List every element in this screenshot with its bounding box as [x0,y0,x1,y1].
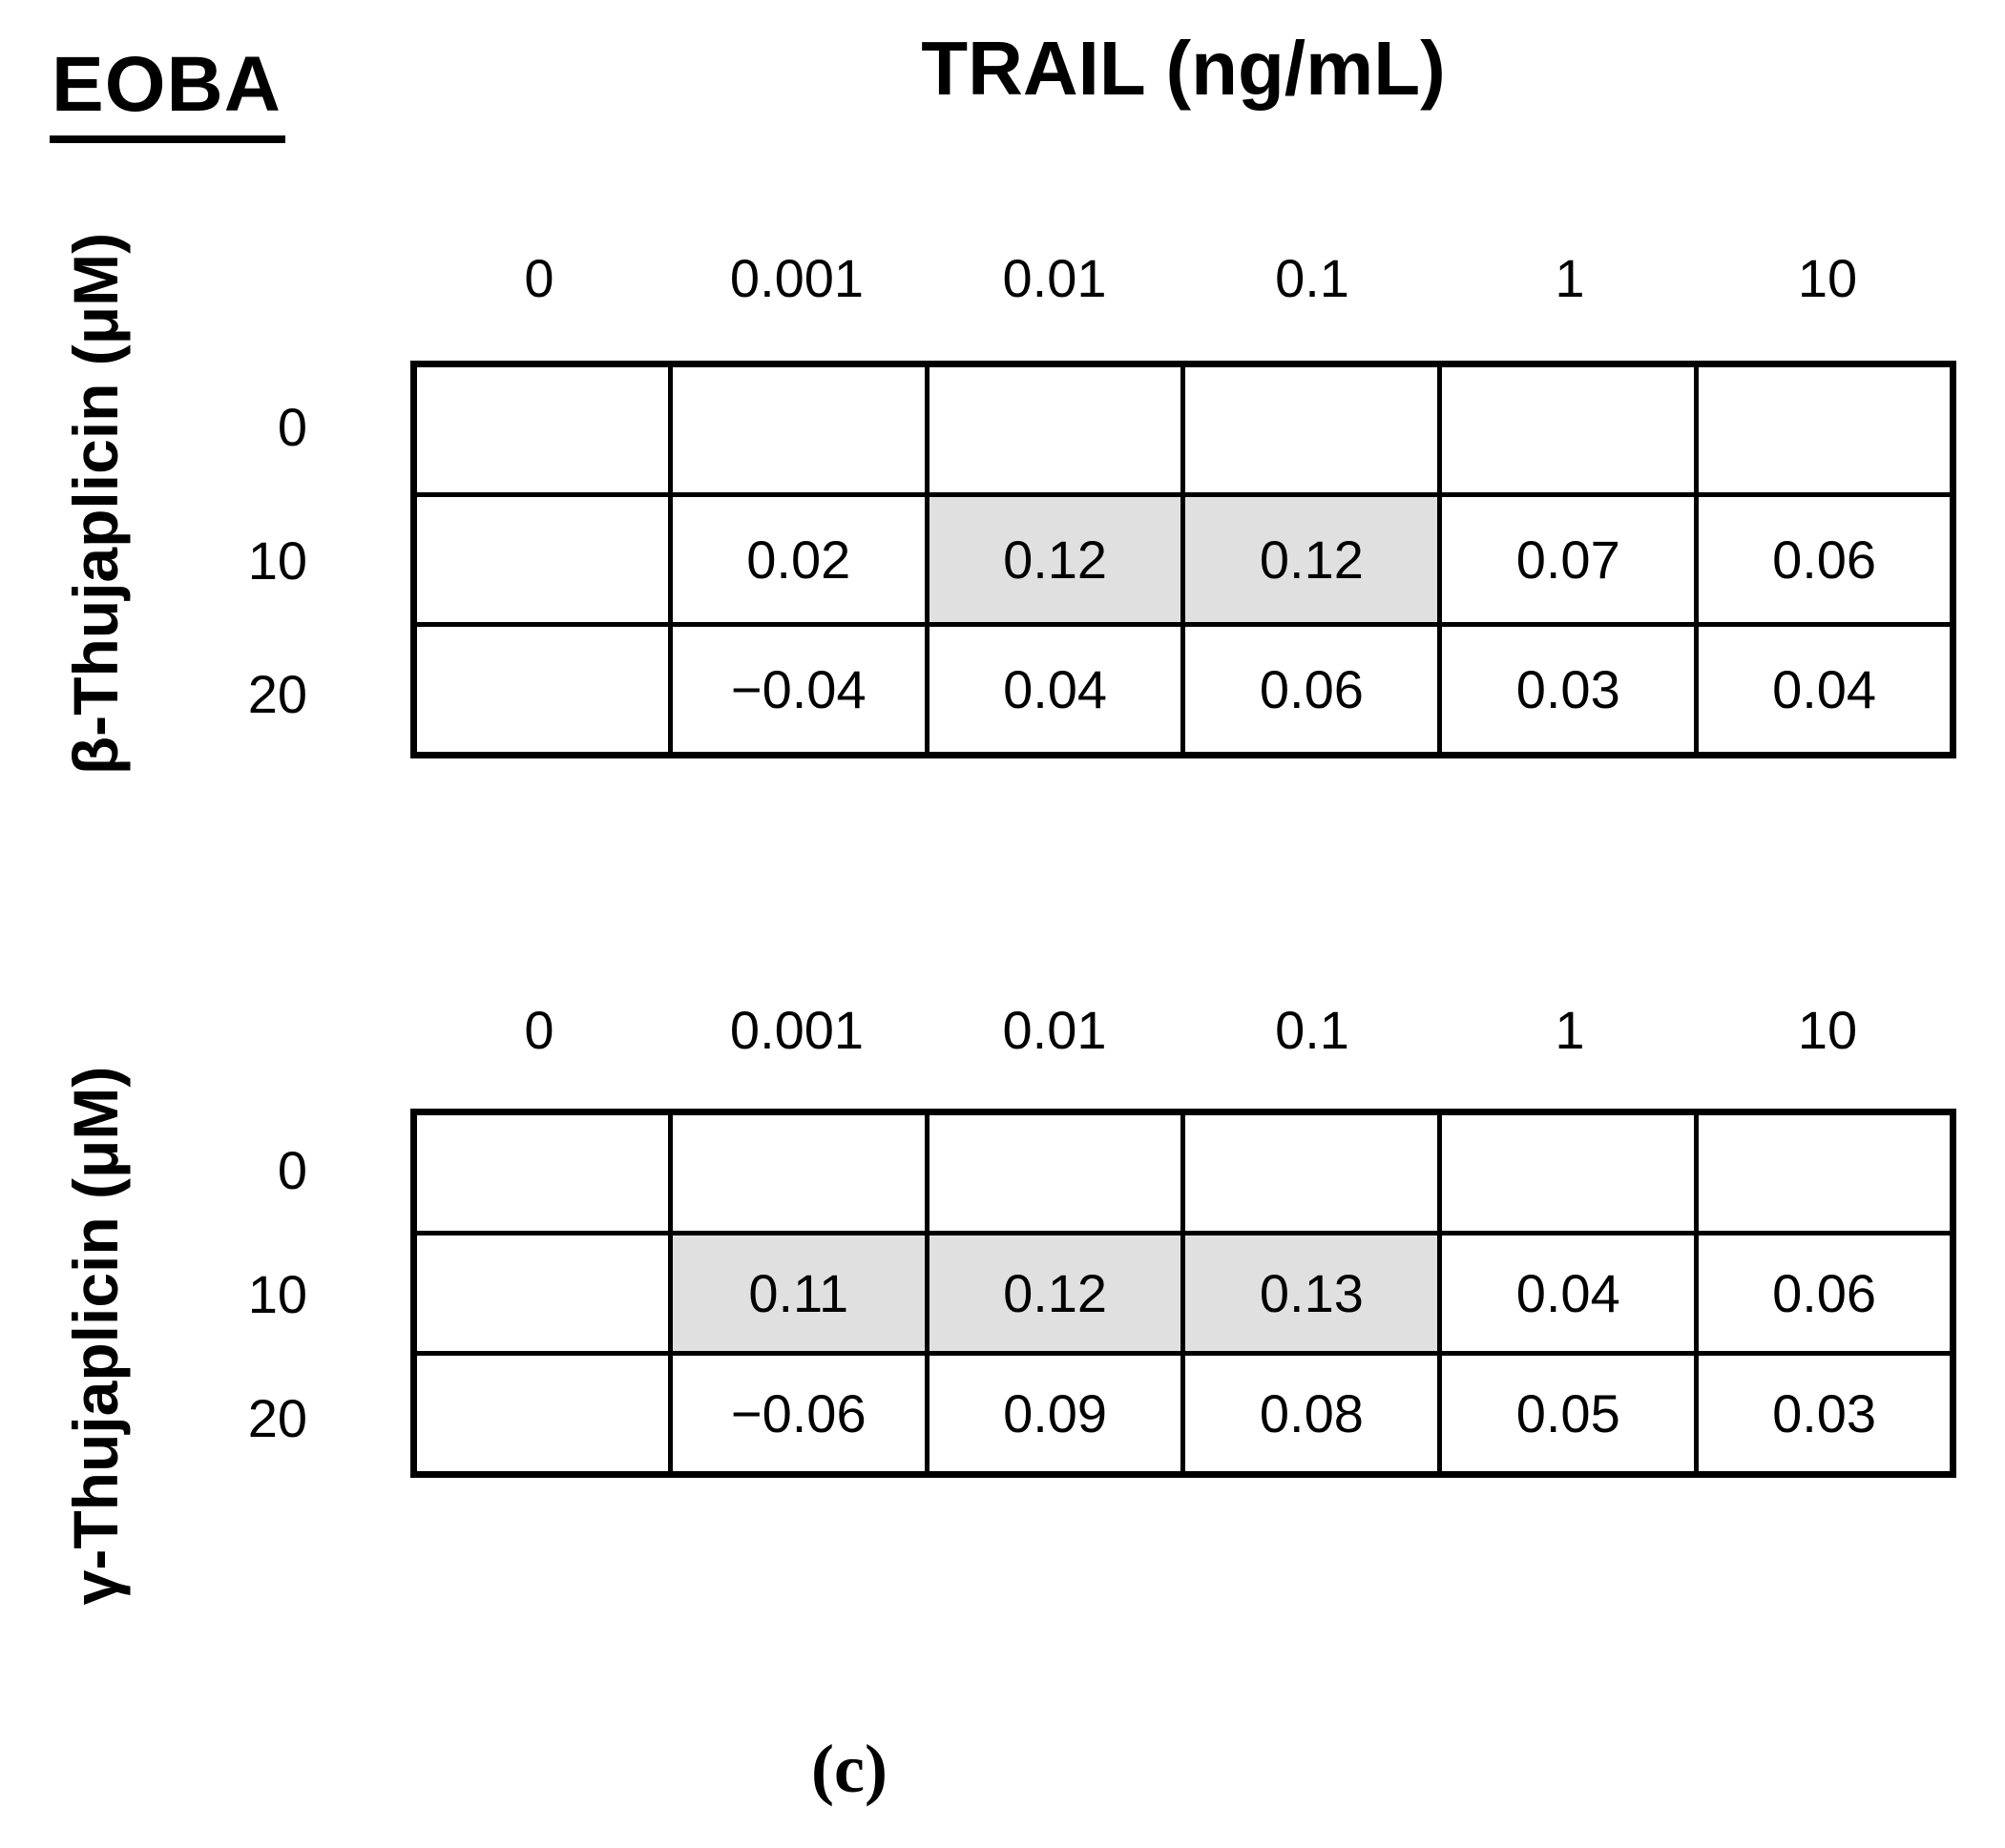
table-cell: 0.04 [1694,622,1955,758]
row-label: 0 [277,397,307,457]
table-cell: −0.06 [667,1351,929,1477]
table-cell [1437,1110,1700,1235]
table-cell [667,1110,929,1235]
table-cell: 0.12 [1180,492,1443,627]
table-cell [1180,1110,1443,1235]
panel-letter-caption: (c) [811,1731,888,1807]
row-label: 10 [247,1264,307,1324]
table-cell [924,362,1186,497]
table-cell [411,622,673,758]
table-cell: 0.11 [667,1231,929,1356]
row-label: 10 [247,530,307,591]
table-cell [1180,362,1443,497]
gamma-thujaplicin-matrix: 0.11 0.12 0.13 0.04 0.06 −0.06 0.09 0.08… [410,1109,1956,1478]
table-cell [1437,362,1700,497]
table-cell: 0.06 [1180,622,1443,758]
col-header: 1 [1555,248,1585,308]
table-cell [411,492,673,627]
row-axis-title-gamma: γ-Thujaplicin (μM) [60,1066,131,1606]
table-cell: 0.09 [924,1351,1186,1477]
table-row: 0.11 0.12 0.13 0.04 0.06 [411,1231,1955,1356]
col-header: 0.001 [729,248,865,308]
group-label-eoba: EOBA [50,41,285,144]
table-cell [411,1110,673,1235]
col-header: 0.01 [1002,1000,1107,1060]
table-row: −0.06 0.09 0.08 0.05 0.03 [411,1351,1955,1477]
table-cell [411,362,673,497]
table-row [411,362,1955,497]
table-cell [924,1110,1186,1235]
table-cell [667,362,929,497]
col-header: 0.01 [1002,248,1107,308]
table-cell: 0.03 [1437,622,1700,758]
table-cell: −0.04 [667,622,929,758]
col-header: 10 [1797,248,1858,308]
row-label: 0 [277,1140,307,1200]
table-row [411,1110,1955,1235]
table-cell: 0.02 [667,492,929,627]
table-cell: 0.03 [1694,1351,1955,1477]
table-cell: 0.06 [1694,492,1955,627]
row-labels-gamma: 0 10 20 [181,1109,363,1481]
column-headers-beta: 0 0.001 0.01 0.1 1 10 [410,239,1956,305]
col-header: 0.1 [1275,248,1349,308]
table-cell [411,1351,673,1477]
table-row: 0.02 0.12 0.12 0.07 0.06 [411,492,1955,627]
table-cell [411,1231,673,1356]
table-cell [1694,362,1955,497]
table-cell: 0.13 [1180,1231,1443,1356]
col-header: 0 [524,248,554,308]
table-cell: 0.08 [1180,1351,1443,1477]
row-label: 20 [247,1388,307,1448]
table-cell: 0.04 [1437,1231,1700,1356]
col-header: 0 [524,1000,554,1060]
table-cell: 0.04 [924,622,1186,758]
table-cell: 0.12 [924,492,1186,627]
row-axis-title-beta: β-Thujaplicin (μM) [60,232,131,776]
row-labels-beta: 0 10 20 [181,361,363,761]
table-row: −0.04 0.04 0.06 0.03 0.04 [411,622,1955,758]
row-label: 20 [247,664,307,724]
table-cell: 0.05 [1437,1351,1700,1477]
column-headers-gamma: 0 0.001 0.01 0.1 1 10 [410,990,1956,1057]
col-header: 0.001 [729,1000,865,1060]
table-cell: 0.12 [924,1231,1186,1356]
column-axis-title: TRAIL (ng/mL) [921,26,1446,111]
table-cell [1694,1110,1955,1235]
col-header: 0.1 [1275,1000,1349,1060]
col-header: 10 [1797,1000,1858,1060]
table-cell: 0.07 [1437,492,1700,627]
beta-thujaplicin-matrix: 0.02 0.12 0.12 0.07 0.06 −0.04 0.04 0.06… [410,361,1956,758]
col-header: 1 [1555,1000,1585,1060]
table-cell: 0.06 [1694,1231,1955,1356]
